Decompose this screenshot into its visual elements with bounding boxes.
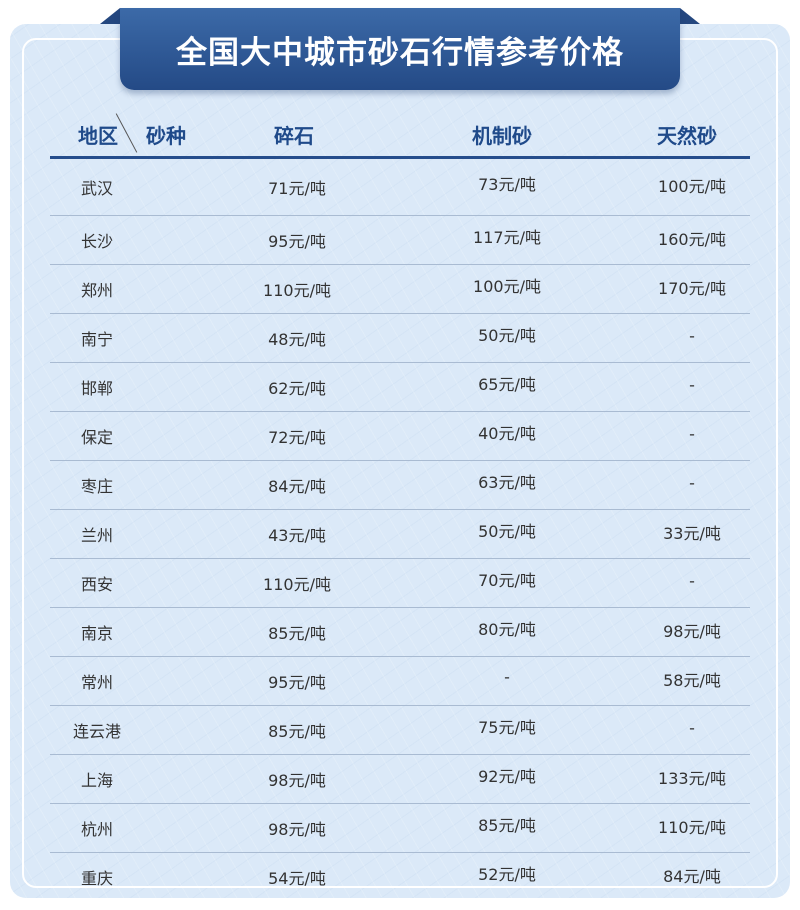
table-row: 邯郸 62元/吨 65元/吨 -: [50, 363, 750, 412]
city-cell: 西安: [80, 575, 114, 594]
crushed-stone-price: 43元/吨: [268, 526, 326, 545]
table-row: 郑州 110元/吨 100元/吨 170元/吨: [50, 265, 750, 314]
city-cell: 重庆: [80, 869, 114, 888]
table-row: 南京 85元/吨 80元/吨 98元/吨: [50, 608, 750, 657]
city-cell: 杭州: [80, 820, 114, 839]
table-row: 西安 110元/吨 70元/吨 -: [50, 559, 750, 608]
city-cell: 长沙: [80, 232, 114, 251]
crushed-stone-price: 110元/吨: [263, 281, 331, 300]
price-table: 地区 砂种 碎石 机制砂 天然砂 武汉 71元/吨 73元/吨 100元/吨 长沙 95元…: [50, 108, 750, 901]
natural-sand-price: -: [689, 473, 695, 493]
crushed-stone-price: 95元/吨: [268, 232, 326, 251]
manufactured-sand-price: 70元/吨: [478, 571, 536, 590]
natural-sand-price: 160元/吨: [658, 230, 726, 249]
manufactured-sand-price: 100元/吨: [473, 277, 541, 296]
city-cell: 武汉: [80, 179, 114, 198]
manufactured-sand-price: 75元/吨: [478, 718, 536, 737]
crushed-stone-price: 48元/吨: [268, 330, 326, 349]
city-cell: 邯郸: [80, 379, 114, 398]
city-cell: 兰州: [80, 526, 114, 545]
table-row: 长沙 95元/吨 117元/吨 160元/吨: [50, 216, 750, 265]
table-row: 枣庄 84元/吨 63元/吨 -: [50, 461, 750, 510]
crushed-stone-price: 72元/吨: [268, 428, 326, 447]
natural-sand-price: -: [689, 326, 695, 346]
table-row: 保定 72元/吨 40元/吨 -: [50, 412, 750, 461]
crushed-stone-price: 110元/吨: [263, 575, 331, 594]
banner-fold-right: [680, 8, 700, 24]
city-cell: 上海: [80, 771, 114, 790]
crushed-stone-price: 85元/吨: [268, 722, 326, 741]
crushed-stone-price: 71元/吨: [268, 179, 326, 198]
manufactured-sand-price: 63元/吨: [478, 473, 536, 492]
crushed-stone-price: 54元/吨: [268, 869, 326, 888]
natural-sand-price: -: [689, 424, 695, 444]
city-cell: 南宁: [80, 330, 114, 349]
crushed-stone-price: 85元/吨: [268, 624, 326, 643]
crushed-stone-price: 95元/吨: [268, 673, 326, 692]
natural-sand-price: 98元/吨: [663, 622, 721, 641]
natural-sand-price: -: [689, 571, 695, 591]
natural-sand-price: -: [689, 718, 695, 738]
banner-fold-left: [100, 8, 120, 24]
crushed-stone-price: 62元/吨: [268, 379, 326, 398]
table-row: 连云港 85元/吨 75元/吨 -: [50, 706, 750, 755]
natural-sand-price: 84元/吨: [663, 867, 721, 886]
table-row: 南宁 48元/吨 50元/吨 -: [50, 314, 750, 363]
table-row: 兰州 43元/吨 50元/吨 33元/吨: [50, 510, 750, 559]
table-row: 常州 95元/吨 - 58元/吨: [50, 657, 750, 706]
crushed-stone-price: 98元/吨: [268, 820, 326, 839]
table-row: 杭州 98元/吨 85元/吨 110元/吨: [50, 804, 750, 853]
manufactured-sand-price: 50元/吨: [478, 522, 536, 541]
header-diagonal-divider: [115, 113, 138, 153]
city-cell: 连云港: [72, 722, 122, 741]
manufactured-sand-price: 85元/吨: [478, 816, 536, 835]
crushed-stone-price: 98元/吨: [268, 771, 326, 790]
manufactured-sand-price: 73元/吨: [478, 175, 536, 194]
natural-sand-price: 133元/吨: [658, 769, 726, 788]
manufactured-sand-price: 92元/吨: [478, 767, 536, 786]
natural-sand-price: 110元/吨: [658, 818, 726, 837]
header-natural-sand: 天然砂: [657, 124, 717, 148]
manufactured-sand-price: 40元/吨: [478, 424, 536, 443]
table-row: 上海 98元/吨 92元/吨 133元/吨: [50, 755, 750, 804]
table-body: 武汉 71元/吨 73元/吨 100元/吨 长沙 95元/吨 117元/吨 160元/吨 郑州 1…: [50, 159, 750, 901]
manufactured-sand-price: 65元/吨: [478, 375, 536, 394]
city-cell: 郑州: [80, 281, 114, 300]
manufactured-sand-price: 80元/吨: [478, 620, 536, 639]
header-manufactured-sand: 机制砂: [472, 124, 532, 148]
natural-sand-price: 100元/吨: [658, 177, 726, 196]
header-crushed-stone: 碎石: [274, 124, 314, 148]
table-header: 地区 砂种 碎石 机制砂 天然砂: [50, 108, 750, 159]
manufactured-sand-price: 117元/吨: [473, 228, 541, 247]
background-card: [10, 24, 790, 898]
page-title: 全国大中城市砂石行情参考价格: [176, 34, 624, 71]
table-row: 重庆 54元/吨 52元/吨 84元/吨: [50, 853, 750, 901]
natural-sand-price: 33元/吨: [663, 524, 721, 543]
table-row: 武汉 71元/吨 73元/吨 100元/吨: [50, 159, 750, 216]
city-cell: 常州: [80, 673, 114, 692]
header-region: 地区: [78, 124, 118, 148]
city-cell: 保定: [80, 428, 114, 447]
manufactured-sand-price: -: [504, 667, 510, 687]
header-sand-type: 砂种: [146, 124, 186, 148]
natural-sand-price: 58元/吨: [663, 671, 721, 690]
natural-sand-price: -: [689, 375, 695, 395]
natural-sand-price: 170元/吨: [658, 279, 726, 298]
city-cell: 枣庄: [80, 477, 114, 496]
title-banner: 全国大中城市砂石行情参考价格: [120, 8, 680, 90]
crushed-stone-price: 84元/吨: [268, 477, 326, 496]
manufactured-sand-price: 50元/吨: [478, 326, 536, 345]
city-cell: 南京: [80, 624, 114, 643]
manufactured-sand-price: 52元/吨: [478, 865, 536, 884]
